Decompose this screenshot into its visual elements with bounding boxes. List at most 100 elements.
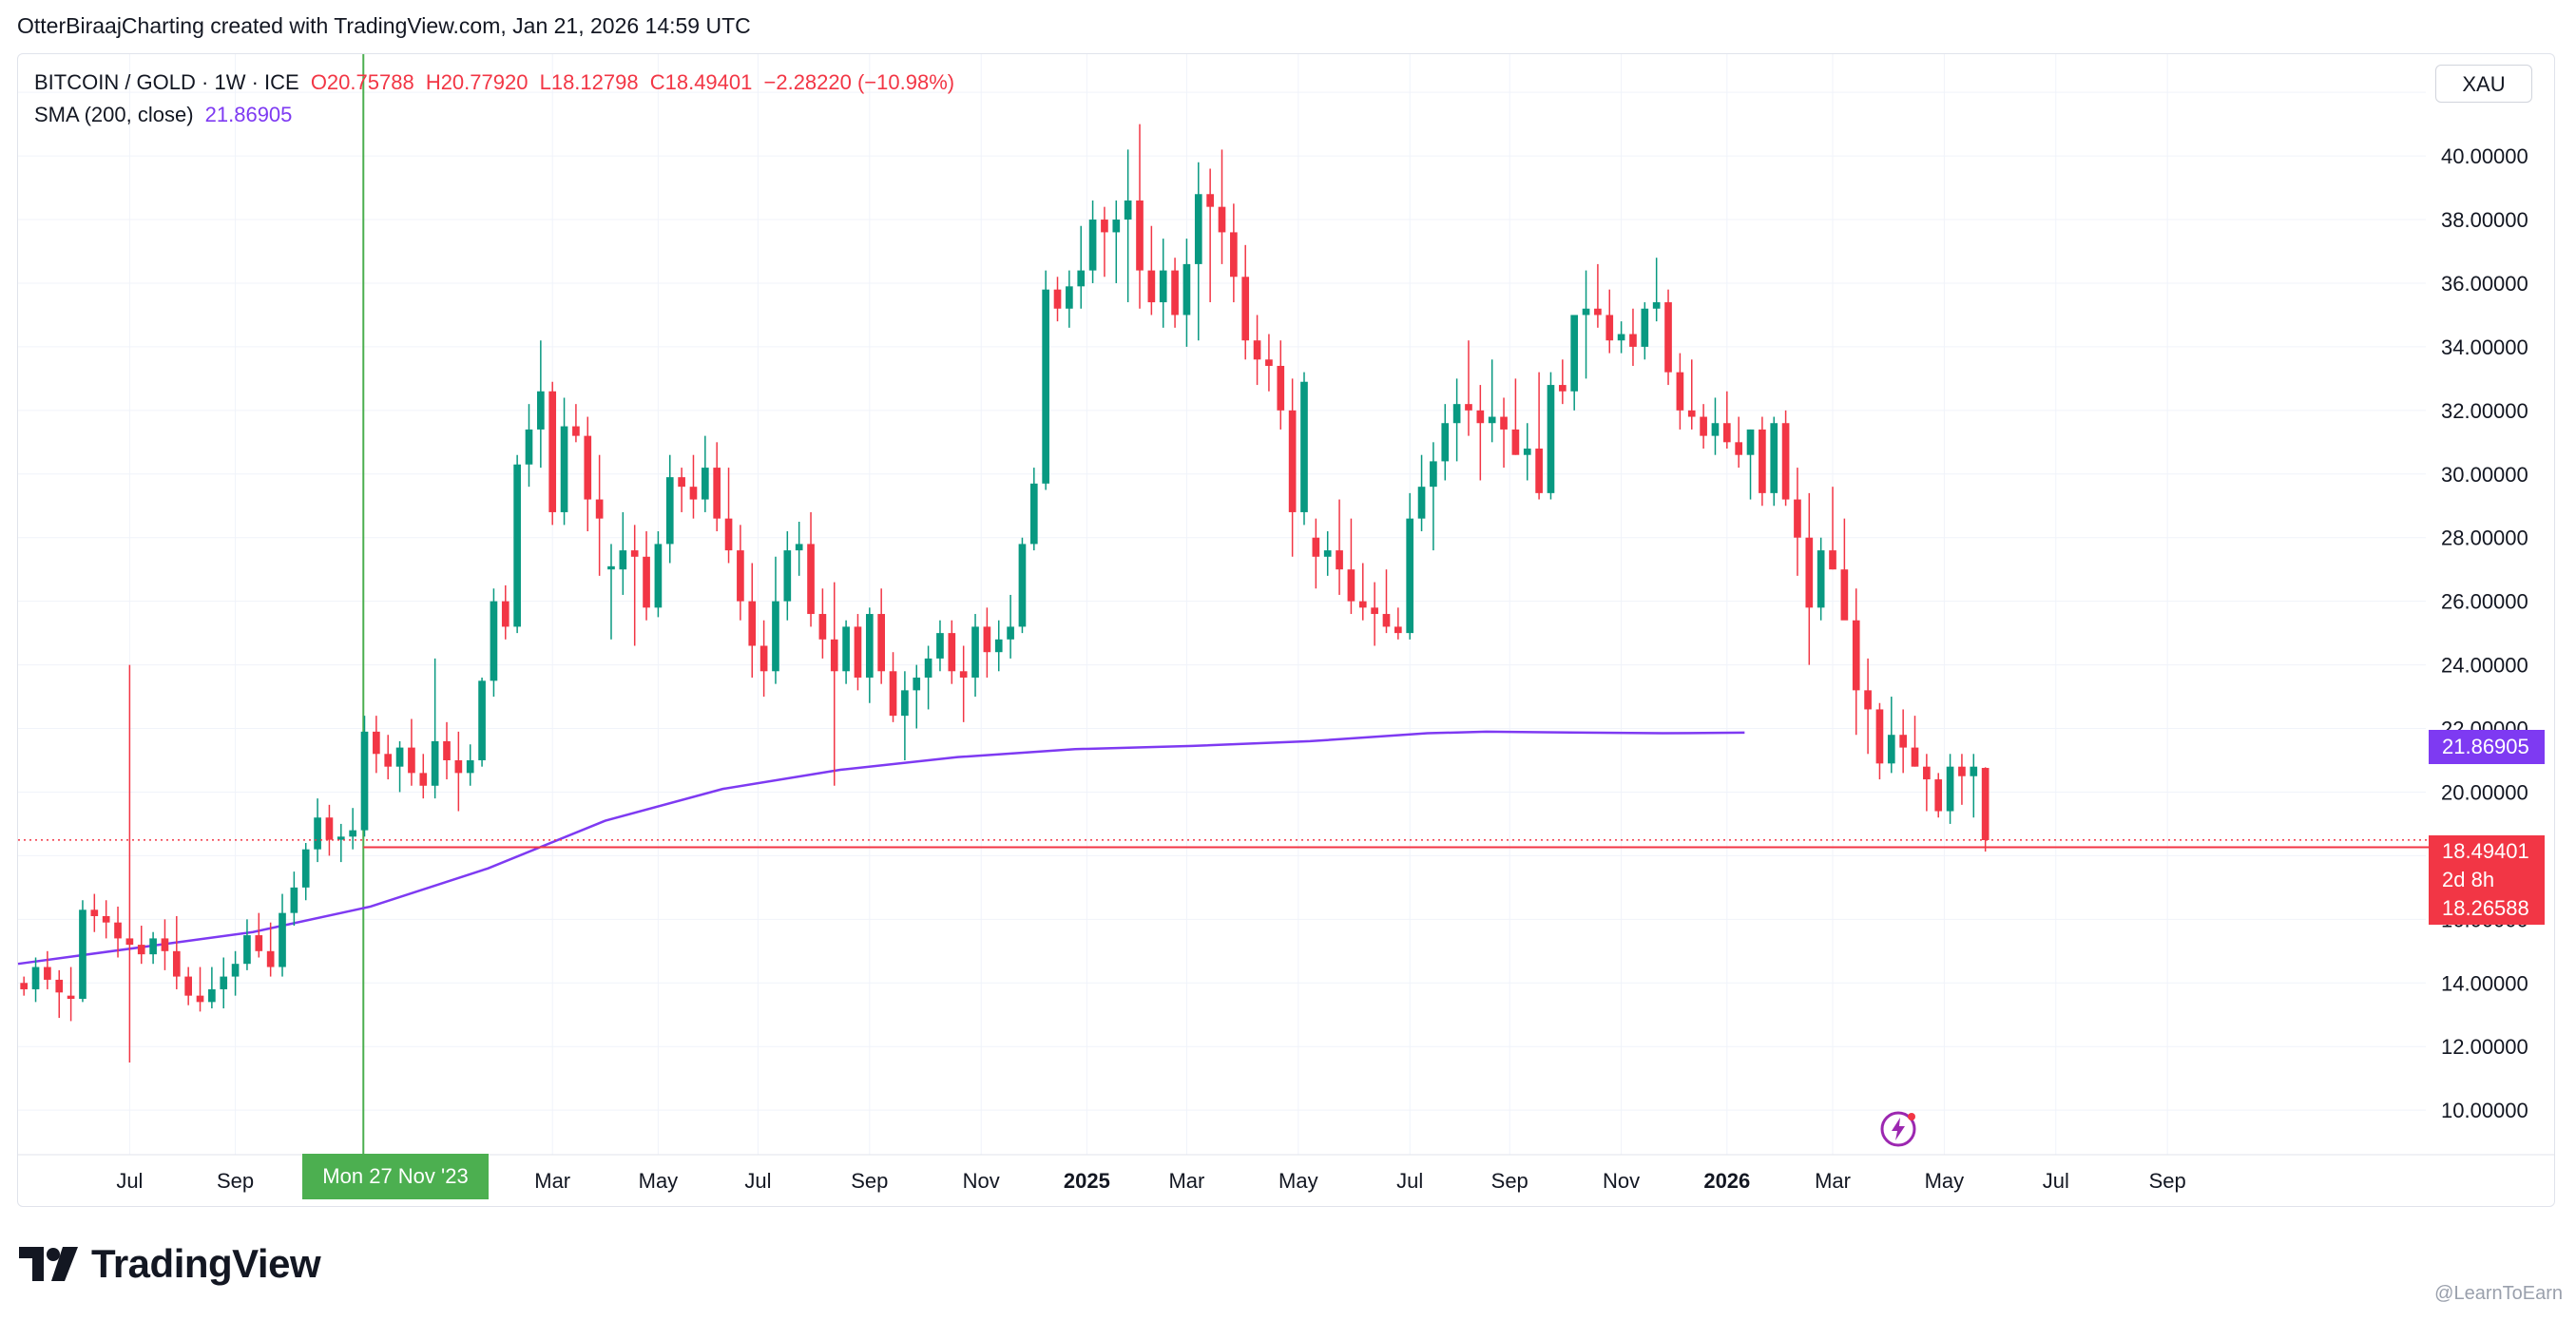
candle-body	[619, 550, 627, 570]
candle-body	[419, 773, 428, 786]
candle-body	[67, 995, 75, 1000]
candle-body	[1617, 334, 1625, 341]
x-tick-label: May	[1278, 1169, 1318, 1193]
x-tick-label: May	[1925, 1169, 1965, 1193]
x-tick-label: May	[639, 1169, 679, 1193]
candle-body	[1958, 766, 1966, 776]
candle-body	[1570, 315, 1579, 392]
candle-body	[290, 887, 298, 913]
x-tick-label: Nov	[963, 1169, 1000, 1193]
candle-body	[1029, 483, 1038, 545]
candle-body	[783, 550, 792, 602]
candle-body	[1018, 544, 1027, 627]
indicator-value: 21.86905	[204, 103, 293, 126]
indicator-label[interactable]: SMA (200, close)	[34, 103, 194, 126]
candle-body	[1358, 601, 1367, 608]
candle-body	[1382, 614, 1391, 627]
y-tick-label: 36.00000	[2441, 272, 2528, 296]
candle-body	[466, 759, 474, 774]
x-tick-label: Sep	[1491, 1169, 1528, 1193]
candle-body	[901, 690, 909, 717]
y-tick-label: 14.00000	[2441, 971, 2528, 995]
ohlc-high: H20.77920	[425, 70, 529, 94]
tradingview-logo-text: TradingView	[91, 1241, 321, 1286]
candle-body	[1417, 487, 1426, 519]
candle-body	[184, 976, 192, 996]
y-tick-label: 32.00000	[2441, 399, 2528, 423]
x-tick-label: Mar	[1815, 1169, 1851, 1193]
x-tick-label: 2025	[1064, 1169, 1110, 1193]
lightning-icon[interactable]	[1879, 1110, 1917, 1148]
candle-body	[44, 967, 51, 980]
candle-body	[1394, 626, 1402, 634]
candle-body	[55, 979, 64, 993]
candle-body	[983, 626, 991, 653]
candle-body	[408, 747, 415, 774]
candle-body	[1218, 206, 1226, 233]
candle-body	[1406, 518, 1414, 634]
candle-body	[1182, 263, 1191, 316]
candle-body	[336, 836, 345, 840]
candle-body	[994, 639, 1003, 653]
candle-body	[1112, 220, 1121, 233]
candle-body	[149, 938, 157, 955]
candle-body	[889, 671, 897, 717]
candle-body	[208, 988, 216, 1003]
candle-body	[795, 544, 803, 551]
candle-body	[1194, 194, 1202, 264]
low-line-value: 18.26588	[2442, 896, 2529, 920]
candle-body	[1923, 766, 1931, 780]
last-price-tag: 18.49401 2d 8h 18.26588	[2429, 835, 2545, 925]
candle-body	[1700, 416, 1707, 436]
x-tick-label: Mar	[1168, 1169, 1204, 1193]
candle-body	[454, 759, 463, 774]
candle-body	[1206, 194, 1214, 207]
x-tick-label: Jul	[744, 1169, 771, 1193]
candle-body	[1535, 449, 1543, 493]
y-tick-label: 30.00000	[2441, 463, 2528, 487]
candle-body	[572, 426, 580, 436]
candle-body	[1641, 308, 1649, 347]
candle-body	[102, 915, 110, 923]
candle-body	[1476, 410, 1485, 424]
candle-body	[1488, 416, 1496, 424]
candle-body	[1664, 302, 1672, 373]
chart-pane[interactable]	[17, 53, 2555, 1207]
candle-body	[748, 601, 757, 646]
candle-body	[1430, 461, 1437, 488]
candle-body	[349, 830, 356, 837]
candle-body	[513, 464, 521, 627]
candle-body	[537, 391, 545, 430]
candle-body	[1735, 442, 1742, 455]
candle-body	[595, 499, 604, 519]
candle-body	[665, 477, 674, 545]
candle-body	[1759, 429, 1766, 493]
candle-body	[1911, 747, 1919, 767]
sma-200-line	[17, 730, 1745, 966]
x-tick-label: Jul	[1396, 1169, 1423, 1193]
candle-body	[737, 550, 744, 602]
candle-body	[1887, 735, 1895, 764]
candle-body	[79, 909, 87, 1000]
candle-body	[114, 922, 122, 939]
candle-body	[1147, 270, 1156, 303]
candle-body	[172, 950, 181, 977]
candle-body	[971, 626, 979, 678]
symbol-label[interactable]: BITCOIN / GOLD · 1W · ICE	[34, 70, 299, 94]
ohlc-change: −2.28220 (−10.98%)	[763, 70, 955, 94]
x-tick-label: Nov	[1603, 1169, 1640, 1193]
currency-button[interactable]: XAU	[2435, 65, 2532, 103]
tradingview-logo[interactable]: TradingView	[19, 1241, 321, 1287]
candle-body	[1088, 220, 1097, 271]
candle-body	[1241, 277, 1250, 341]
candle-body	[301, 849, 310, 888]
candle-body	[255, 935, 263, 951]
candle-body	[1288, 410, 1297, 512]
x-tick-label: Jul	[116, 1169, 143, 1193]
candle-body	[548, 391, 557, 512]
candle-body	[1007, 626, 1014, 640]
candle-body	[443, 740, 451, 760]
candle-body	[1970, 766, 1978, 776]
crosshair-date-label: Mon 27 Nov '23	[302, 1154, 489, 1199]
